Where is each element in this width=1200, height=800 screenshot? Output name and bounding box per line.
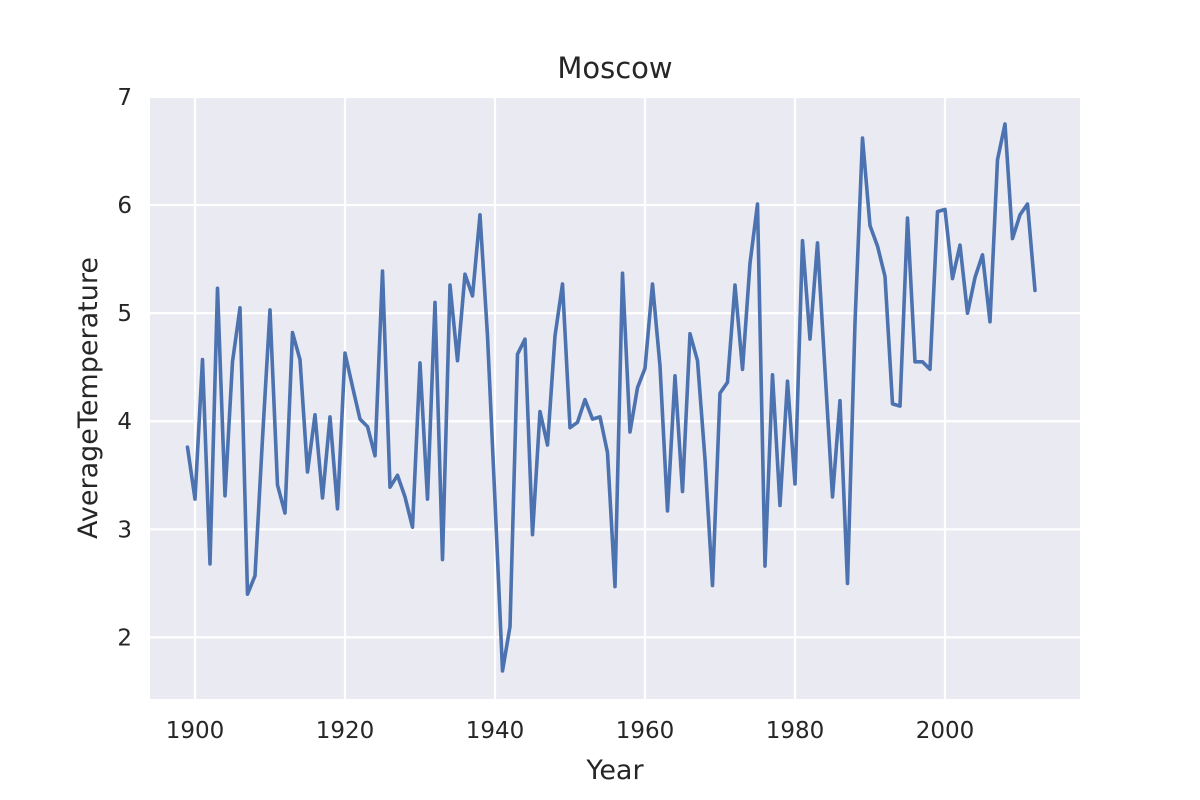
- x-tick-label: 1920: [316, 718, 375, 744]
- y-tick-label: 5: [117, 301, 132, 327]
- y-tick-label: 3: [117, 517, 132, 543]
- y-tick-label: 6: [117, 193, 132, 219]
- x-tick-label: 2000: [916, 718, 975, 744]
- y-tick-labels: 2 3 4 5 6 7: [117, 85, 132, 651]
- y-tick-label: 7: [117, 85, 132, 111]
- x-gridlines: [193, 97, 947, 699]
- plot-area: [150, 97, 1080, 699]
- y-axis-label: AverageTemperature: [73, 257, 104, 539]
- x-tick-label: 1940: [466, 718, 525, 744]
- x-tick-label: 1900: [166, 718, 225, 744]
- x-tick-label: 1980: [766, 718, 825, 744]
- y-tick-label: 4: [117, 409, 132, 435]
- x-tick-labels: 1900 1920 1940 1960 1980 2000: [166, 718, 975, 744]
- y-tick-label: 2: [117, 625, 132, 651]
- series-lines: [185, 122, 1037, 673]
- chart-title: Moscow: [557, 51, 672, 85]
- x-axis-label: Year: [585, 755, 644, 786]
- x-tick-label: 1960: [616, 718, 675, 744]
- series-line: [185, 122, 1037, 673]
